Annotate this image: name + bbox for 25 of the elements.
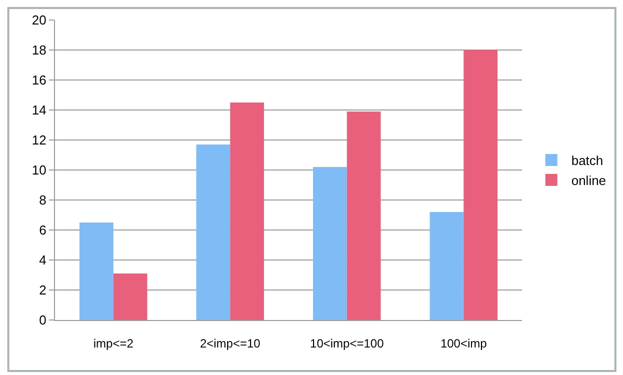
y-tick-label: 12 bbox=[32, 132, 46, 148]
x-tick-label: 10<imp<=100 bbox=[310, 336, 384, 350]
y-tick-label: 10 bbox=[32, 162, 46, 178]
x-tick-label: imp<=2 bbox=[93, 336, 134, 350]
bar bbox=[113, 274, 148, 320]
bar bbox=[313, 167, 347, 320]
y-tick-label: 20 bbox=[32, 12, 46, 28]
bar bbox=[346, 112, 381, 320]
y-tick-label: 2 bbox=[39, 282, 46, 298]
y-tick-label: 16 bbox=[32, 72, 46, 88]
bar bbox=[196, 144, 230, 320]
bar bbox=[80, 222, 114, 320]
y-tick-label: 4 bbox=[39, 252, 46, 268]
y-tick-label: 18 bbox=[32, 42, 46, 58]
x-tick-label: 2<imp<=10 bbox=[200, 336, 261, 350]
y-tick-label: 8 bbox=[39, 192, 46, 208]
bar bbox=[464, 50, 498, 320]
bar bbox=[430, 212, 464, 320]
y-tick-label: 6 bbox=[39, 222, 46, 238]
legend-label: online bbox=[571, 172, 606, 188]
x-tick-label: 100<imp bbox=[440, 336, 488, 350]
legend-label: batch bbox=[571, 153, 604, 168]
y-tick-label: 14 bbox=[32, 102, 46, 118]
y-tick-label: 0 bbox=[39, 312, 46, 328]
bar bbox=[230, 102, 264, 320]
